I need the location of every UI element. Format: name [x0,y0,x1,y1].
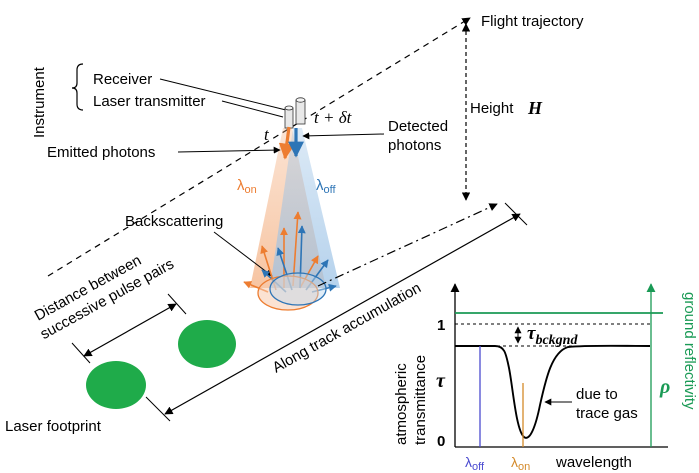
distance-tick-left [71,342,91,364]
distance-tick-right [167,293,187,315]
laser-footprint-2 [86,361,146,409]
emitted-photon-arrow [278,126,295,160]
lambda-off-label: λoff [316,177,336,196]
tau-bckgnd-label: τbckgnd [527,323,578,348]
graph-xlabel: wavelength [555,454,632,471]
graph-tau-symbol: τ [436,370,446,392]
height-label: Height [470,100,514,117]
along-track-tick-top [504,202,528,226]
transmitter-pointer [221,100,284,118]
transmittance-graph: τbckgnd 1 0 τ atmospheric transmittance d… [393,283,698,473]
graph-lambda-off-label: λoff [465,454,485,473]
laser-transmitter-label: Laser transmitter [93,93,206,110]
backscattering-label: Backscattering [125,213,223,230]
receiver-label: Receiver [93,71,152,88]
distance-label: Distance betweensuccessive pulse pairs [28,239,177,343]
height-symbol: H [527,98,543,118]
emitted-photons-pointer [177,146,281,154]
laser-footprint-1 [178,320,236,368]
time-t-delta-label: t + δt [314,108,353,127]
instrument-bracket [71,63,84,111]
along-track-tick-bottom [145,396,171,422]
graph-ylabel: atmospheric transmittance [393,355,429,445]
time-t-label: t [264,125,270,144]
emitted-photons-label: Emitted photons [47,144,155,161]
detected-photons-pointer [302,132,385,140]
flight-trajectory-label: Flight trajectory [481,13,584,30]
trace-gas-label: due to trace gas [576,386,638,422]
laser-footprint-label: Laser footprint [5,418,102,435]
receiver-pointer [159,78,291,112]
lambda-on-label: λon [237,177,257,196]
footprint-off-ellipse [269,272,327,306]
graph-tick-one: 1 [437,317,445,334]
detected-photons-label: Detected photons [388,118,448,154]
ground-reflectivity-label: ground reflectivity [681,292,698,410]
rho-symbol: ρ [659,376,670,398]
graph-tick-zero: 0 [437,433,445,450]
ground-track-line [317,203,498,287]
along-track-arrow [164,213,521,415]
graph-lambda-on-label: λon [511,454,530,473]
distance-arrow [83,303,177,357]
instrument-label: Instrument [31,66,48,138]
transmittance-curve [455,344,651,439]
instrument-device [284,97,306,129]
flight-trajectory-line [47,17,471,277]
